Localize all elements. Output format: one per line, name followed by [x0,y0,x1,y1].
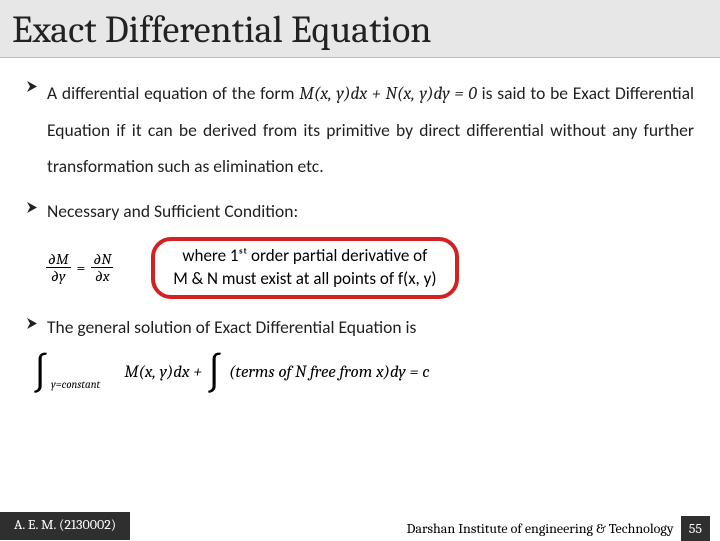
frac-rhs: ∂N ∂x [91,251,113,285]
footer-right: Darshan Institute of engineering & Techn… [130,512,720,540]
frac-lhs: ∂M ∂y [46,251,71,285]
page-title: Exact Differential Equation [12,8,708,52]
footer: A. E. M. (2130002) Darshan Institute of … [0,512,720,540]
bullet-3-text: The general solution of Exact Differenti… [47,313,416,341]
arrow-icon [26,317,39,330]
lhs-num: ∂M [46,251,71,269]
sol-part1: M(x, y)dx + [124,363,202,382]
title-bar: Exact Differential Equation [0,0,720,58]
rhs-den: ∂x [93,268,112,285]
condition-row: ∂M ∂y = ∂N ∂x where 1ˢᵗ order partial de… [46,237,694,299]
b1-pre: A differential equation of the form [47,82,299,104]
bullet-3: The general solution of Exact Differenti… [26,313,694,341]
integral-sub: y=constant [51,378,100,391]
bullet-2-text: Necessary and Sufficient Condition: [47,197,298,225]
callout-line2: M & N must exist at all points of f(x, y… [173,268,436,291]
rhs-num: ∂N [91,251,113,269]
callout-line1: where 1ˢᵗ order partial derivative of [173,245,436,268]
slide-content: A differential equation of the form M(x,… [0,58,720,393]
solution-equation: ∫ y=constant M(x, y)dx + ∫ (terms of N f… [32,353,694,393]
bullet-1-text: A differential equation of the form M(x,… [47,76,694,185]
bullet-1: A differential equation of the form M(x,… [26,76,694,185]
integral-icon: ∫ [32,353,49,393]
equals: = [77,259,86,277]
lhs-den: ∂y [49,268,67,285]
footer-institute: Darshan Institute of engineering & Techn… [407,520,674,537]
arrow-icon [26,80,39,93]
footer-left: A. E. M. (2130002) [0,512,130,540]
arrow-icon [26,201,39,214]
b1-math: M(x, y)dx + N(x, y)dy = 0 [299,84,477,104]
integral-icon: ∫ [206,353,223,393]
callout-box: where 1ˢᵗ order partial derivative of M … [151,237,458,299]
sol-part2: (terms of N free from x)dy = c [229,363,430,382]
page-number: 55 [681,516,710,541]
bullet-2: Necessary and Sufficient Condition: [26,197,694,225]
